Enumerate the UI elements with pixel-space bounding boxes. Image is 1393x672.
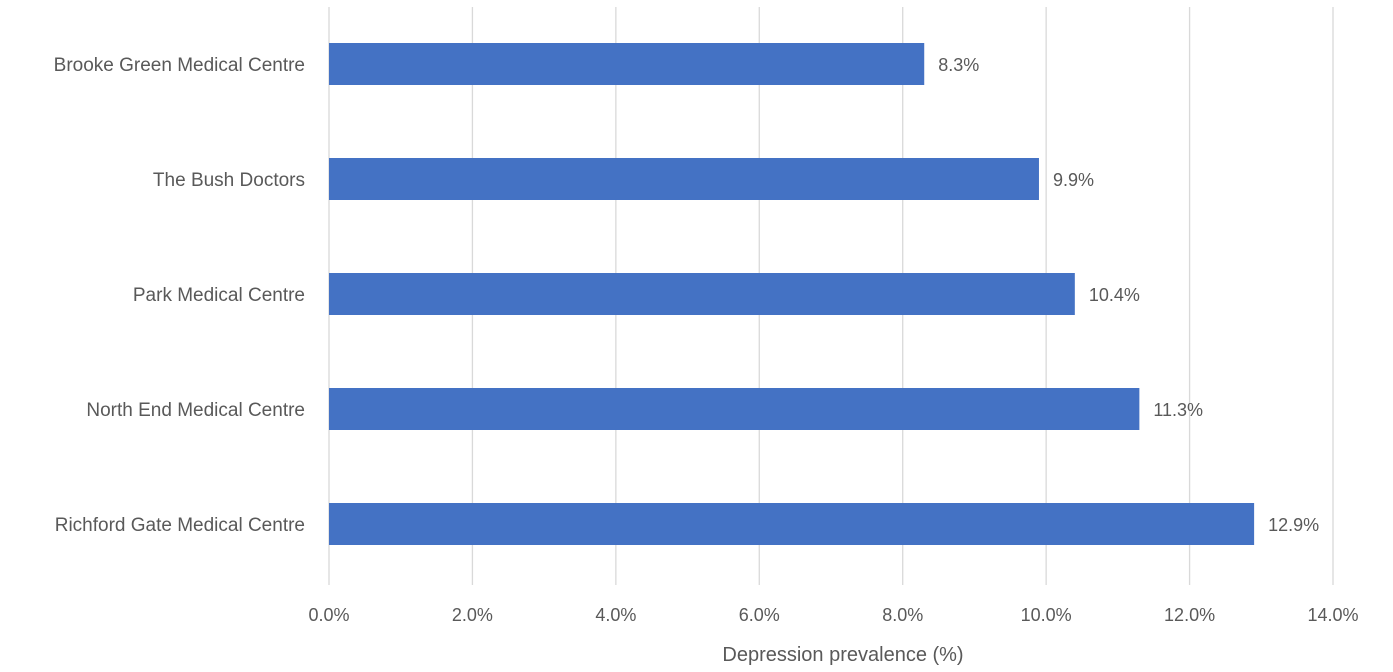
- bar: [329, 43, 925, 85]
- data-label: 8.3%: [938, 55, 979, 75]
- x-tick-label: 4.0%: [595, 605, 636, 625]
- data-label: 11.3%: [1153, 400, 1203, 420]
- x-tick-label: 0.0%: [308, 605, 349, 625]
- x-tick-label: 8.0%: [882, 605, 923, 625]
- data-label: 9.9%: [1053, 170, 1094, 190]
- category-label: Brooke Green Medical Centre: [54, 55, 305, 76]
- x-tick-label: 12.0%: [1164, 605, 1215, 625]
- x-tick-label: 6.0%: [739, 605, 780, 625]
- data-label: 12.9%: [1268, 515, 1319, 535]
- bar: [329, 503, 1255, 545]
- category-labels: Brooke Green Medical Centre The Bush Doct…: [54, 55, 305, 536]
- bar: [329, 158, 1039, 200]
- category-label: Richford Gate Medical Centre: [55, 515, 305, 536]
- data-label: 10.4%: [1089, 285, 1140, 305]
- x-tick-label: 10.0%: [1021, 605, 1072, 625]
- x-tick-label: 2.0%: [452, 605, 493, 625]
- bar: [329, 388, 1140, 430]
- bar: [329, 273, 1075, 315]
- x-tick-labels: 0.0% 2.0% 4.0% 6.0% 8.0% 10.0% 12.0% 14.0%: [308, 605, 1358, 625]
- x-axis-title: Depression prevalence (%): [722, 644, 963, 666]
- bars: [329, 43, 1255, 545]
- category-label: The Bush Doctors: [153, 170, 305, 191]
- category-label: Park Medical Centre: [133, 285, 305, 306]
- category-label: North End Medical Centre: [86, 400, 305, 421]
- data-labels: 8.3% 9.9% 10.4% 11.3% 12.9%: [938, 55, 1319, 535]
- x-tick-label: 14.0%: [1307, 605, 1358, 625]
